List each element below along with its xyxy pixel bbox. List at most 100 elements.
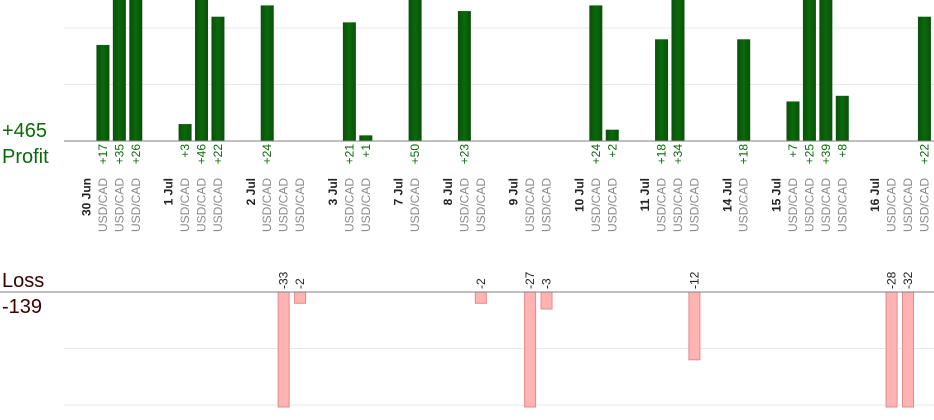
profit-total: +465 xyxy=(2,120,47,142)
loss-value-label: -2 xyxy=(474,278,488,289)
pair-label: USD/CAD xyxy=(671,178,685,232)
pair-label: USD/CAD xyxy=(917,178,931,232)
pair-label: USD/CAD xyxy=(523,178,537,232)
profit-value-label: +1 xyxy=(359,144,373,158)
pair-label: USD/CAD xyxy=(342,178,356,232)
loss-bar xyxy=(540,291,553,310)
profit-bar xyxy=(819,0,833,141)
profit-bar xyxy=(342,22,356,142)
profit-value-label: +35 xyxy=(112,144,126,165)
x-axis-labels: 30 Jun USD/CAD USD/CAD USD/CAD 1 Jul USD/CAD U… xyxy=(80,178,932,232)
loss-label: Loss xyxy=(2,270,44,292)
profit-value-label: +18 xyxy=(737,144,751,165)
loss-value-labels: -33 -2 -2 -27 -3 -12 -28 -32 xyxy=(277,271,915,289)
date-label: 9 Jul xyxy=(507,178,521,205)
loss-value-label: -2 xyxy=(293,278,307,289)
loss-bar xyxy=(902,291,914,408)
profit-bars xyxy=(96,0,931,142)
axes xyxy=(0,140,934,293)
profit-value-labels: +17 +35 +26 +3 +46 +22 +24 +21 +1 +50 +23 +24 +2 +18 +… xyxy=(96,144,931,165)
profit-bar xyxy=(655,39,669,141)
profit-bar xyxy=(917,16,931,142)
pair-label: USD/CAD xyxy=(277,178,291,232)
profit-bar xyxy=(589,5,603,142)
date-label: 3 Jul xyxy=(326,178,340,205)
loss-value-label: -28 xyxy=(885,271,899,289)
loss-bar xyxy=(277,291,290,408)
profit-value-label: +21 xyxy=(342,144,356,165)
loss-bar xyxy=(524,291,537,408)
pair-label: USD/CAD xyxy=(96,178,110,232)
pair-label: USD/CAD xyxy=(885,178,899,232)
profit-bar xyxy=(178,124,192,141)
pair-label: USD/CAD xyxy=(293,178,307,232)
profit-bar xyxy=(359,135,373,141)
pair-label: USD/CAD xyxy=(457,178,471,232)
loss-value-label: -12 xyxy=(687,271,701,289)
date-label: 1 Jul xyxy=(162,178,176,205)
pair-label: USD/CAD xyxy=(901,178,915,232)
profit-bar xyxy=(96,44,110,142)
loss-value-label: -3 xyxy=(540,278,554,289)
pair-label: USD/CAD xyxy=(474,178,488,232)
pair-label: USD/CAD xyxy=(589,178,603,232)
profit-value-label: +46 xyxy=(195,144,209,165)
pair-label: USD/CAD xyxy=(802,178,816,232)
pair-label: USD/CAD xyxy=(178,178,192,232)
pair-label: USD/CAD xyxy=(211,178,225,232)
pair-label: USD/CAD xyxy=(786,178,800,232)
profit-bar xyxy=(260,5,274,142)
profit-value-label: +34 xyxy=(671,144,685,165)
pair-label: USD/CAD xyxy=(655,178,669,232)
profit-bar xyxy=(112,0,126,141)
loss-bar xyxy=(294,291,307,304)
profit-bar xyxy=(457,11,471,141)
profit-value-label: +24 xyxy=(260,144,274,165)
profit-bar xyxy=(211,16,225,142)
profit-value-label: +23 xyxy=(457,144,471,165)
date-label: 15 Jul xyxy=(770,178,784,212)
profit-value-label: +2 xyxy=(605,144,619,158)
loss-bar xyxy=(688,291,701,361)
profit-bar xyxy=(408,0,422,141)
profit-value-label: +17 xyxy=(96,144,110,165)
profit-value-label: +22 xyxy=(211,144,225,165)
profit-bar xyxy=(786,101,800,141)
profit-value-label: +50 xyxy=(408,144,422,165)
profit-value-label: +18 xyxy=(655,144,669,165)
profit-bar xyxy=(737,39,751,141)
profit-value-label: +8 xyxy=(835,144,849,158)
pair-label: USD/CAD xyxy=(260,178,274,232)
pair-label: USD/CAD xyxy=(408,178,422,232)
date-label: 8 Jul xyxy=(441,178,455,205)
profit-value-label: +22 xyxy=(917,144,931,165)
profit-value-label: +26 xyxy=(129,144,143,165)
loss-value-label: -27 xyxy=(523,271,537,289)
pair-label: USD/CAD xyxy=(835,178,849,232)
profit-bar xyxy=(605,129,619,141)
profit-value-label: +25 xyxy=(802,144,816,165)
loss-bar xyxy=(885,291,898,408)
grid-lines xyxy=(64,27,934,406)
profit-bar xyxy=(802,0,816,141)
profit-label: Profit xyxy=(2,146,49,168)
loss-bars xyxy=(277,291,914,408)
profit-bar xyxy=(835,95,849,141)
profit-bar xyxy=(129,0,143,141)
date-label: 2 Jul xyxy=(244,178,258,205)
pair-label: USD/CAD xyxy=(195,178,209,232)
date-label: 16 Jul xyxy=(868,178,882,212)
date-label: 14 Jul xyxy=(720,178,734,212)
loss-total: -139 xyxy=(2,296,42,318)
profit-bar xyxy=(671,0,685,141)
date-label: 11 Jul xyxy=(638,178,652,211)
profit-value-label: +24 xyxy=(589,144,603,165)
date-label: 7 Jul xyxy=(392,178,406,205)
date-label: 30 Jun xyxy=(80,178,94,216)
pair-label: USD/CAD xyxy=(605,178,619,232)
pair-label: USD/CAD xyxy=(540,178,554,232)
loss-value-label: -32 xyxy=(901,271,915,289)
date-label: 10 Jul xyxy=(572,178,586,212)
profit-bar xyxy=(195,0,209,141)
